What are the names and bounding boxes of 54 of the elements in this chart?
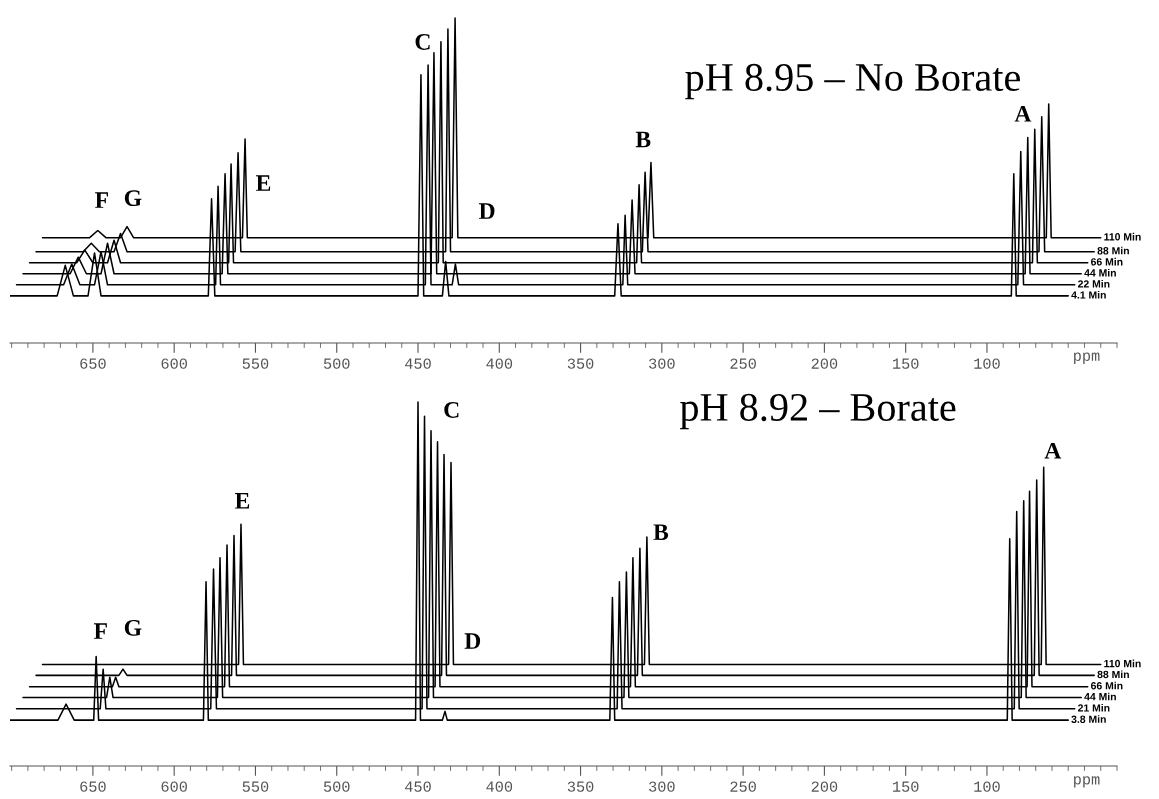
annotation: G xyxy=(124,619,142,636)
series-label: 88 Min xyxy=(1097,670,1129,679)
x-tick-label: 350 xyxy=(567,781,594,792)
series-label: 110 Min xyxy=(1104,232,1141,241)
x-tick-label: 200 xyxy=(811,781,838,792)
x-tick-label: 500 xyxy=(323,358,350,369)
series-label: 22 Min xyxy=(1077,279,1110,288)
annotation: E xyxy=(235,493,250,509)
chart-title: pH 8.92 – Borate xyxy=(680,393,956,430)
x-tick-label: 500 xyxy=(323,781,350,792)
x-tick-label: 250 xyxy=(730,781,756,792)
annotation: A xyxy=(1044,442,1062,459)
annotation: F xyxy=(95,192,108,208)
x-tick-label: 350 xyxy=(567,358,594,369)
x-tick-label: 650 xyxy=(80,781,106,792)
series-label: 66 Min xyxy=(1091,681,1123,690)
annotation: F xyxy=(93,623,107,639)
x-axis-title: ppm xyxy=(1074,776,1100,788)
series-label: 44 Min xyxy=(1084,692,1116,701)
x-tick-label: 400 xyxy=(486,781,513,792)
x-axis-title: ppm xyxy=(1074,352,1100,364)
annotation: C xyxy=(444,402,459,418)
annotation: C xyxy=(415,34,430,50)
x-tick-label: 150 xyxy=(893,358,919,369)
series-label: 66 Min xyxy=(1091,257,1123,266)
x-tick-label: 450 xyxy=(405,781,431,792)
annotation: B xyxy=(635,131,651,148)
series-label: 3.8 Min xyxy=(1071,715,1106,723)
x-tick-label: 250 xyxy=(730,358,756,369)
x-tick-label: 300 xyxy=(649,781,675,792)
series-label: 4.1 Min xyxy=(1071,291,1106,299)
annotation: D xyxy=(479,203,495,219)
x-tick-label: 300 xyxy=(649,358,675,369)
annotation: A xyxy=(1014,105,1032,122)
x-tick-label: 100 xyxy=(974,781,1000,792)
x-tick-label: 650 xyxy=(80,358,106,369)
x-tick-label: 400 xyxy=(486,358,513,369)
annotation: D xyxy=(464,633,481,649)
x-tick-label: 100 xyxy=(974,358,1000,369)
x-tick-label: 550 xyxy=(242,781,269,792)
x-tick-label: 150 xyxy=(893,781,919,792)
series-label: 21 Min xyxy=(1077,704,1110,712)
x-tick-label: 450 xyxy=(405,358,431,369)
series-label: 110 Min xyxy=(1104,659,1141,668)
x-tick-label: 550 xyxy=(242,358,269,369)
x-tick-label: 200 xyxy=(811,358,838,369)
series-label: 44 Min xyxy=(1084,268,1116,277)
annotation: E xyxy=(256,175,271,191)
annotation: G xyxy=(124,190,142,207)
x-tick-label: 600 xyxy=(161,358,187,369)
x-tick-label: 600 xyxy=(161,781,187,792)
text: pH 8.95 – No Borate xyxy=(685,63,1020,100)
series-label: 88 Min xyxy=(1097,246,1129,255)
annotation: B xyxy=(653,524,669,540)
